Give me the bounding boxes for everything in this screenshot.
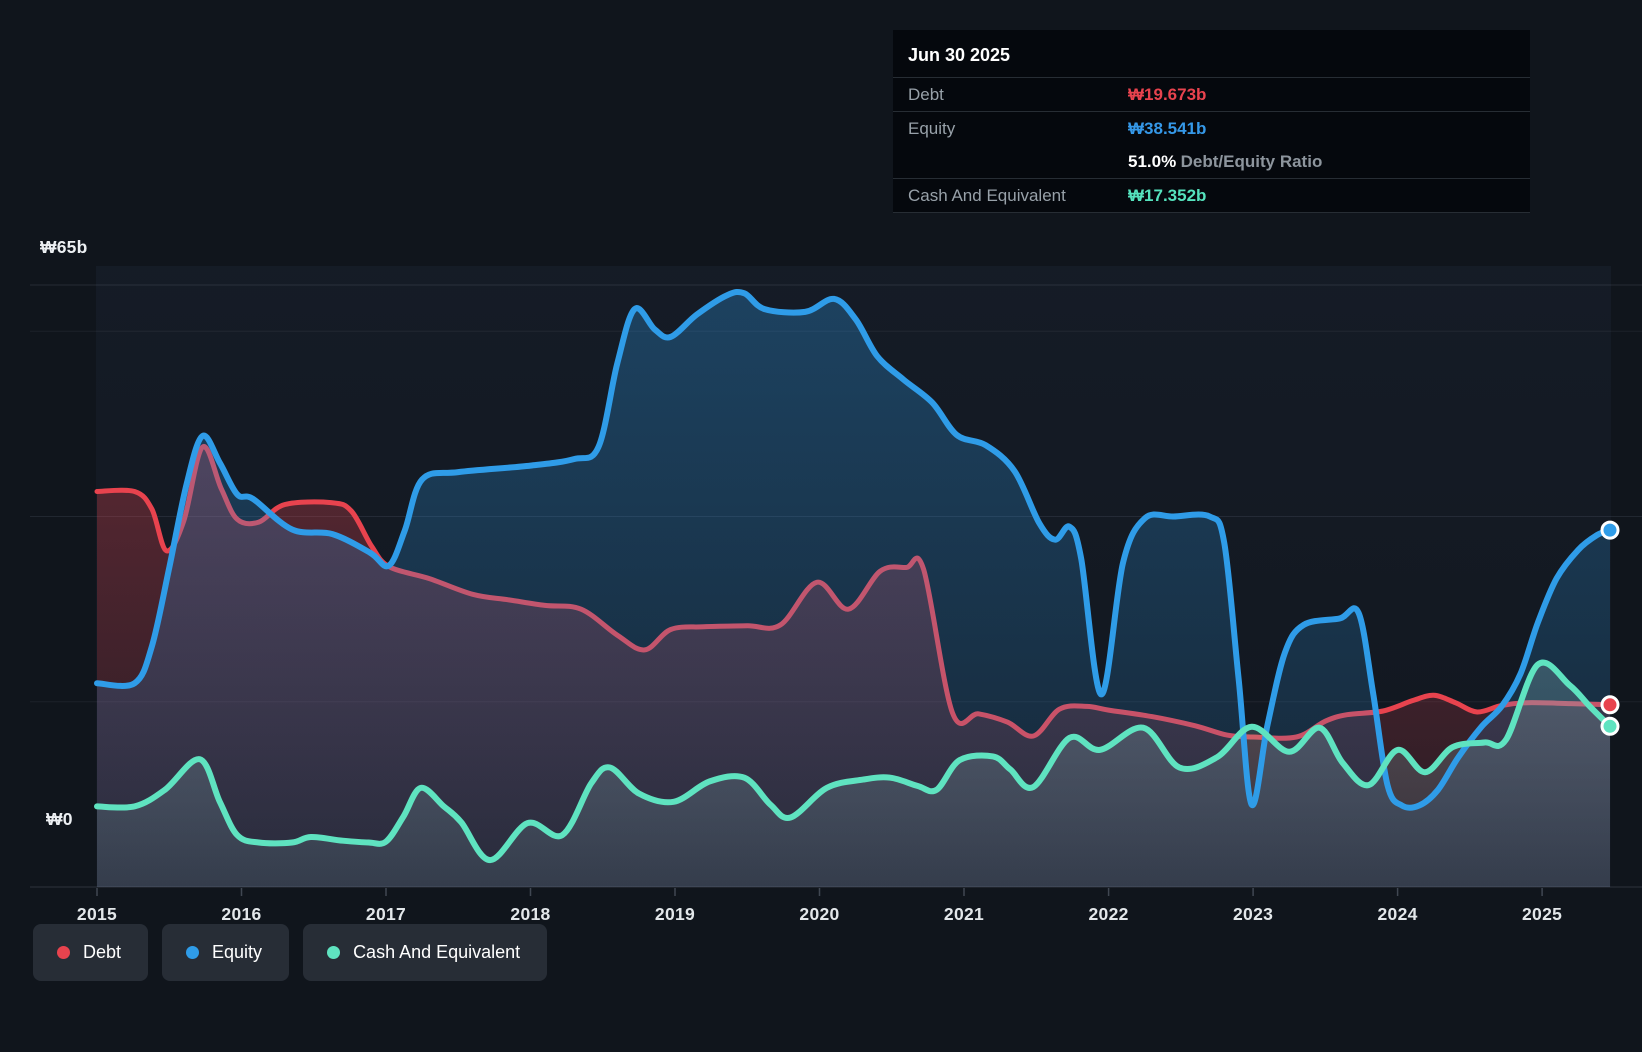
legend-cash-label: Cash And Equivalent xyxy=(353,942,521,962)
debt-legend-dot-icon xyxy=(57,946,70,959)
tooltip-ratio-value: 51.0% xyxy=(1128,151,1177,171)
legend-item-debt[interactable]: Debt xyxy=(33,924,149,981)
x-axis-year-label: 2017 xyxy=(366,904,406,924)
tooltip-date: Jun 30 2025 xyxy=(908,45,1011,65)
tooltip-debt-label: Debt xyxy=(908,84,944,104)
cash-endpoint-marker[interactable] xyxy=(1600,716,1620,736)
legend-item-equity[interactable]: Equity xyxy=(162,924,290,981)
tooltip-equity-label: Equity xyxy=(908,118,956,138)
y-axis-zero-label: ₩0 xyxy=(46,809,73,829)
legend-equity-label: Equity xyxy=(212,942,263,962)
tooltip-debt-value: ₩19.673b xyxy=(1128,84,1207,104)
tooltip-equity-row: Equity ₩38.541b xyxy=(893,111,1530,145)
tooltip-cash-row: Cash And Equivalent ₩17.352b xyxy=(893,178,1530,213)
x-axis-year-label: 2018 xyxy=(510,904,550,924)
x-axis-year-label: 2020 xyxy=(799,904,839,924)
legend-debt-label: Debt xyxy=(83,942,122,962)
tooltip-ratio-label: Debt/Equity Ratio xyxy=(1180,151,1323,171)
x-axis-year-label: 2019 xyxy=(655,904,695,924)
equity-line xyxy=(94,288,1613,811)
y-axis-max-label: ₩65b xyxy=(40,237,88,257)
chart-legend: Debt Equity Cash And Equivalent xyxy=(33,924,548,981)
x-axis-year-label: 2024 xyxy=(1378,904,1418,924)
cash-legend-dot-icon xyxy=(327,946,341,959)
x-axis-year-label: 2022 xyxy=(1089,904,1129,924)
tooltip-cash-label: Cash And Equivalent xyxy=(908,185,1066,205)
cash-area xyxy=(97,662,1610,887)
legend-item-cash[interactable]: Cash And Equivalent xyxy=(303,924,548,981)
x-axis-year-label: 2021 xyxy=(944,904,984,924)
tooltip-cash-value: ₩17.352b xyxy=(1128,185,1207,205)
equity-legend-dot-icon xyxy=(186,946,200,959)
x-axis-year-label: 2016 xyxy=(221,904,261,924)
x-axis-year-label: 2025 xyxy=(1522,904,1562,924)
chart-tooltip: Jun 30 2025 Debt ₩19.673b Equity ₩38.541… xyxy=(893,30,1530,213)
x-axis-year-label: 2015 xyxy=(77,904,117,924)
tooltip-ratio-row: 51.0% Debt/Equity Ratio xyxy=(893,145,1530,178)
tooltip-debt-row: Debt ₩19.673b xyxy=(893,77,1530,111)
equity-endpoint-marker[interactable] xyxy=(1600,520,1620,540)
debt-endpoint-marker[interactable] xyxy=(1600,695,1620,715)
cash-line xyxy=(94,659,1613,864)
x-axis-year-label: 2023 xyxy=(1233,904,1273,924)
tooltip-equity-value: ₩38.541b xyxy=(1128,118,1207,138)
